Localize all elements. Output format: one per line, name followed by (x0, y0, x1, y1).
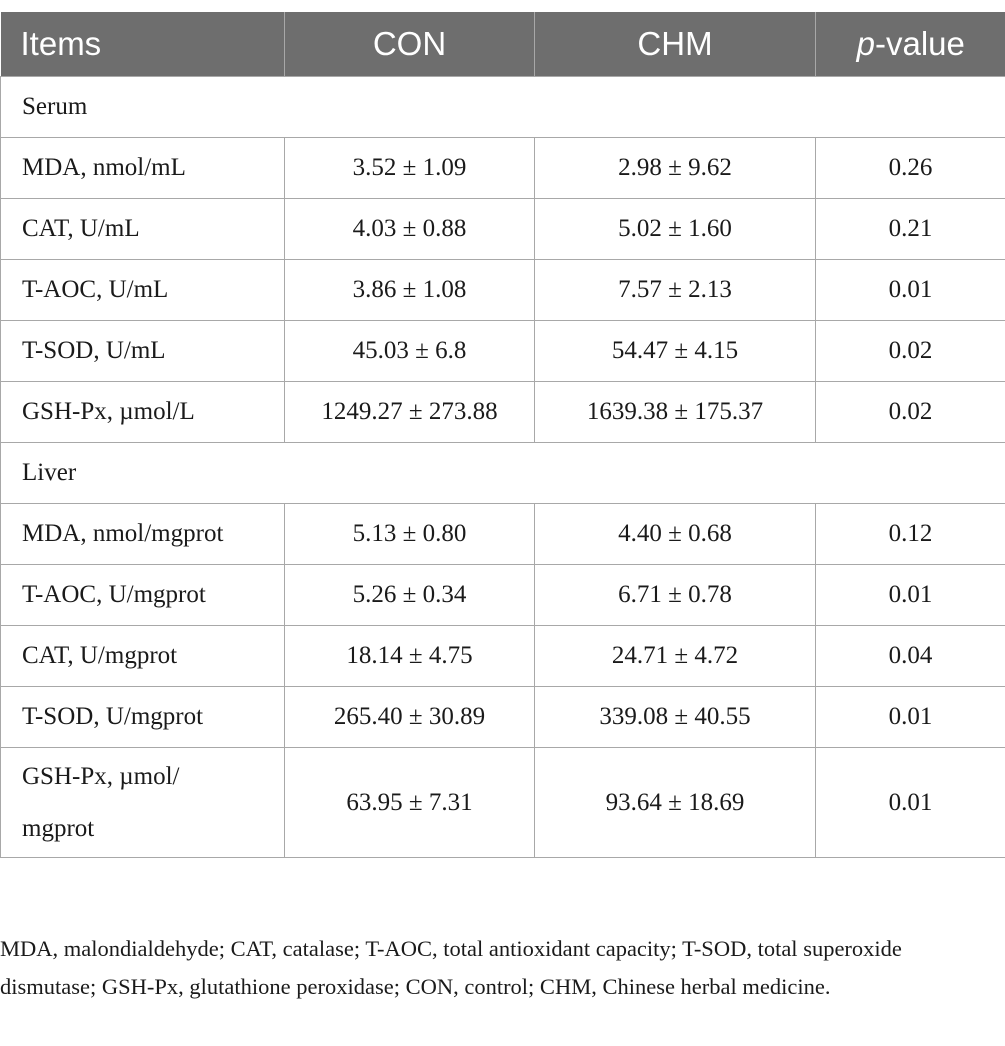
row-p-value: 0.02 (815, 381, 1005, 443)
row-chm: 7.57 ± 2.13 (534, 259, 816, 321)
row-item: CAT, U/mL (0, 198, 285, 260)
row-item: MDA, nmol/mgprot (0, 503, 285, 565)
row-item: MDA, nmol/mL (0, 137, 285, 199)
table-row: MDA, nmol/mL 3.52 ± 1.09 2.98 ± 9.62 0.2… (0, 137, 1005, 199)
row-con: 18.14 ± 4.75 (284, 625, 535, 687)
row-con: 5.26 ± 0.34 (284, 564, 535, 626)
header-p-value: p-value (815, 12, 1005, 77)
row-con: 1249.27 ± 273.88 (284, 381, 535, 443)
table-row: T-AOC, U/mgprot 5.26 ± 0.34 6.71 ± 0.78 … (0, 564, 1005, 626)
table-row: CAT, U/mL 4.03 ± 0.88 5.02 ± 1.60 0.21 (0, 198, 1005, 260)
row-con: 3.86 ± 1.08 (284, 259, 535, 321)
row-con: 3.52 ± 1.09 (284, 137, 535, 199)
header-p-italic: p (856, 25, 875, 62)
table-row: GSH-Px, µmol/L 1249.27 ± 273.88 1639.38 … (0, 381, 1005, 443)
section-label: Liver (0, 442, 1005, 504)
row-chm: 93.64 ± 18.69 (534, 747, 816, 858)
row-p-value: 0.01 (815, 686, 1005, 748)
row-chm: 5.02 ± 1.60 (534, 198, 816, 260)
row-chm: 1639.38 ± 175.37 (534, 381, 816, 443)
row-p-value: 0.26 (815, 137, 1005, 199)
row-p-value: 0.01 (815, 259, 1005, 321)
table-row: T-AOC, U/mL 3.86 ± 1.08 7.57 ± 2.13 0.01 (0, 259, 1005, 321)
header-row: Items CON CHM p-value (0, 12, 1005, 77)
row-item: GSH-Px, µmol/mgprot (0, 747, 285, 858)
row-con: 5.13 ± 0.80 (284, 503, 535, 565)
row-item: T-SOD, U/mL (0, 320, 285, 382)
row-item-line1: GSH-Px, µmol/ (22, 762, 180, 790)
row-con: 4.03 ± 0.88 (284, 198, 535, 260)
row-item: GSH-Px, µmol/L (0, 381, 285, 443)
table-row: T-SOD, U/mL 45.03 ± 6.8 54.47 ± 4.15 0.0… (0, 320, 1005, 382)
row-item: CAT, U/mgprot (0, 625, 285, 687)
data-table: Items CON CHM p-value Serum MDA, nmol/mL… (0, 12, 1005, 858)
row-item: T-AOC, U/mgprot (0, 564, 285, 626)
table-row: GSH-Px, µmol/mgprot 63.95 ± 7.31 93.64 ±… (0, 747, 1005, 858)
row-chm: 4.40 ± 0.68 (534, 503, 816, 565)
header-items: Items (0, 12, 285, 77)
row-item-line2: mgprot (22, 814, 95, 842)
row-p-value: 0.01 (815, 564, 1005, 626)
table-row: T-SOD, U/mgprot 265.40 ± 30.89 339.08 ± … (0, 686, 1005, 748)
row-item: T-SOD, U/mgprot (0, 686, 285, 748)
row-p-value: 0.04 (815, 625, 1005, 687)
row-p-value: 0.01 (815, 747, 1005, 858)
table-footnote: MDA, malondialdehyde; CAT, catalase; T-A… (0, 936, 902, 999)
row-con: 265.40 ± 30.89 (284, 686, 535, 748)
row-item: T-AOC, U/mL (0, 259, 285, 321)
row-con: 45.03 ± 6.8 (284, 320, 535, 382)
section-row-liver: Liver (0, 442, 1005, 504)
row-con: 63.95 ± 7.31 (284, 747, 535, 858)
section-row-serum: Serum (0, 76, 1005, 138)
header-con: CON (284, 12, 535, 77)
row-p-value: 0.21 (815, 198, 1005, 260)
table-row: CAT, U/mgprot 18.14 ± 4.75 24.71 ± 4.72 … (0, 625, 1005, 687)
row-p-value: 0.12 (815, 503, 1005, 565)
row-chm: 24.71 ± 4.72 (534, 625, 816, 687)
row-chm: 2.98 ± 9.62 (534, 137, 816, 199)
row-chm: 6.71 ± 0.78 (534, 564, 816, 626)
row-p-value: 0.02 (815, 320, 1005, 382)
section-label: Serum (0, 76, 1005, 138)
header-chm: CHM (534, 12, 816, 77)
row-chm: 339.08 ± 40.55 (534, 686, 816, 748)
table-row: MDA, nmol/mgprot 5.13 ± 0.80 4.40 ± 0.68… (0, 503, 1005, 565)
header-p-rest: -value (874, 25, 965, 62)
row-chm: 54.47 ± 4.15 (534, 320, 816, 382)
